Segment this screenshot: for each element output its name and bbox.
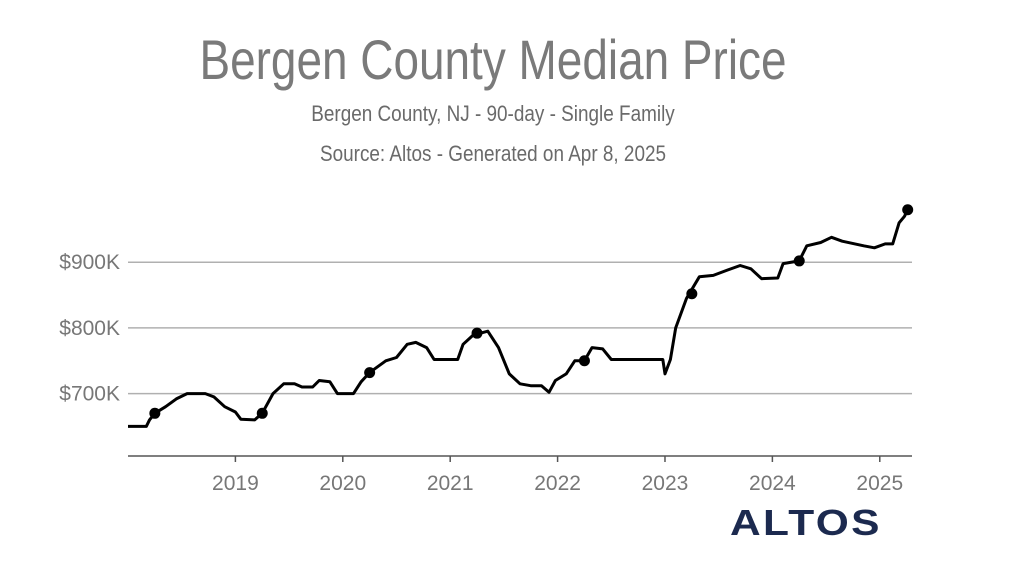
series-layer [128,209,910,428]
x-tick-label: 2025 [856,472,903,495]
data-point-marker [686,288,698,300]
y-tick-label: $900K [59,251,120,274]
data-point-marker [471,327,483,339]
y-axis-labels: $700K $800K $900K [59,251,120,405]
data-point-marker [902,204,914,216]
data-point-marker [364,367,376,379]
data-point-marker [256,407,268,419]
x-tick-label: 2020 [319,472,366,495]
chart-title: Bergen County Median Price [199,28,787,91]
median-price-line [128,209,910,428]
x-tick-label: 2021 [427,472,474,495]
marker-layer [149,204,914,419]
y-tick-label: $700K [59,383,120,406]
data-point-marker [578,355,590,367]
gridlines [128,261,912,395]
x-tick-label: 2023 [642,472,689,495]
x-axis-labels: 2019 2020 2021 2022 2023 2024 2025 [212,456,903,495]
x-tick-label: 2019 [212,472,259,495]
altos-logo: ALTOS [730,502,882,543]
data-point-marker [149,407,161,419]
y-tick-label: $800K [59,317,120,340]
x-tick-label: 2022 [534,472,581,495]
chart-source: Source: Altos - Generated on Apr 8, 2025 [319,141,667,166]
x-tick-label: 2024 [749,472,796,495]
chart-subtitle: Bergen County, NJ - 90-day - Single Fami… [311,101,675,126]
data-point-marker [793,255,805,267]
